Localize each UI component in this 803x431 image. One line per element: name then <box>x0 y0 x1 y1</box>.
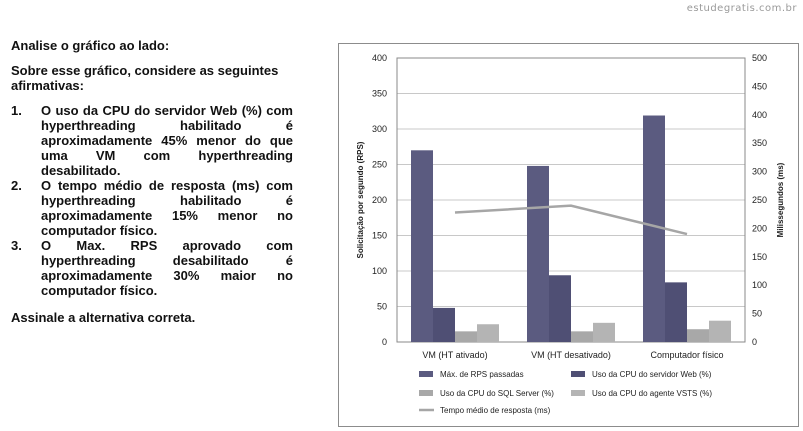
legend-swatch <box>419 371 433 377</box>
y-tick-label: 150 <box>372 231 387 241</box>
statement-item: 2. O tempo médio de resposta (ms) com hyp… <box>11 178 293 238</box>
bar <box>571 331 593 342</box>
y-tick-label: 250 <box>372 160 387 170</box>
bar <box>477 324 499 342</box>
y2-tick-label: 500 <box>752 53 767 63</box>
question-text: Analise o gráfico ao lado: Sobre esse gr… <box>11 38 293 335</box>
series-line <box>454 204 688 236</box>
legend-swatch <box>571 371 585 377</box>
chart-frame: 0 50 100 150 200 250 300 350 400 0 50 100 150 200 250 3… <box>338 43 799 427</box>
statement-list: 1. O uso da CPU do servidor Web (%) com h… <box>11 103 293 298</box>
bar <box>687 329 709 342</box>
legend-label: Uso da CPU do agente VSTS (%) <box>592 389 712 398</box>
y-tick-label: 200 <box>372 195 387 205</box>
x-tick-label: VM (HT desativado) <box>531 350 611 360</box>
legend-swatch <box>419 390 433 396</box>
legend-label: Uso da CPU do servidor Web (%) <box>592 370 712 379</box>
y-axis-title: Solicitação por segundo (RPS) <box>356 141 365 258</box>
y2-tick-label: 150 <box>752 252 767 262</box>
y2-tick-label: 250 <box>752 195 767 205</box>
statement-text: O Max. RPS aprovado com hyperthreading d… <box>41 238 293 298</box>
statement-text: O tempo médio de resposta (ms) com hyper… <box>41 178 293 238</box>
x-tick-label: Computador físico <box>650 350 723 360</box>
bar <box>411 150 433 342</box>
y2-axis-title: Milissegundos (ms) <box>776 162 785 237</box>
y2-tick-label: 400 <box>752 110 767 120</box>
y-tick-label: 400 <box>372 53 387 63</box>
bar <box>665 282 687 342</box>
statement-number: 1. <box>11 103 22 118</box>
y2-tick-label: 100 <box>752 280 767 290</box>
question-intro: Analise o gráfico ao lado: <box>11 38 170 53</box>
y-tick-label: 350 <box>372 89 387 99</box>
question-prompt: Sobre esse gráfico, considere as seguint… <box>11 63 279 93</box>
y2-tick-label: 50 <box>752 309 762 319</box>
y-tick-label: 300 <box>372 124 387 134</box>
legend-swatch <box>571 390 585 396</box>
statement-number: 2. <box>11 178 22 193</box>
y2-tick-label: 450 <box>752 81 767 91</box>
question-closing: Assinale a alternativa correta. <box>11 310 196 325</box>
statement-text: O uso da CPU do servidor Web (%) com hyp… <box>41 103 293 178</box>
legend-label: Máx. de RPS passadas <box>440 370 524 379</box>
y2-tick-label: 300 <box>752 167 767 177</box>
bar <box>593 322 615 342</box>
bar <box>709 320 731 342</box>
statement-item: 3. O Max. RPS aprovado com hyperthreading… <box>11 238 293 298</box>
bar <box>455 331 477 342</box>
statement-number: 3. <box>11 238 22 253</box>
bar <box>643 115 665 342</box>
watermark: estudegratis.com.br <box>686 3 797 14</box>
bar <box>433 307 455 342</box>
x-tick-label: VM (HT ativado) <box>422 350 487 360</box>
legend-label: Tempo médio de resposta (ms) <box>440 406 551 415</box>
bar <box>549 275 571 342</box>
y2-tick-label: 200 <box>752 223 767 233</box>
y-tick-label: 50 <box>377 302 387 312</box>
bar <box>527 165 549 342</box>
legend-label: Uso da CPU do SQL Server (%) <box>440 389 554 398</box>
y2-tick-label: 0 <box>752 337 757 347</box>
y-tick-label: 100 <box>372 266 387 276</box>
chart-svg: 0 50 100 150 200 250 300 350 400 0 50 100 150 200 250 3… <box>356 53 785 415</box>
y2-tick-label: 350 <box>752 138 767 148</box>
y-tick-label: 0 <box>382 337 387 347</box>
statement-item: 1. O uso da CPU do servidor Web (%) com h… <box>11 103 293 178</box>
